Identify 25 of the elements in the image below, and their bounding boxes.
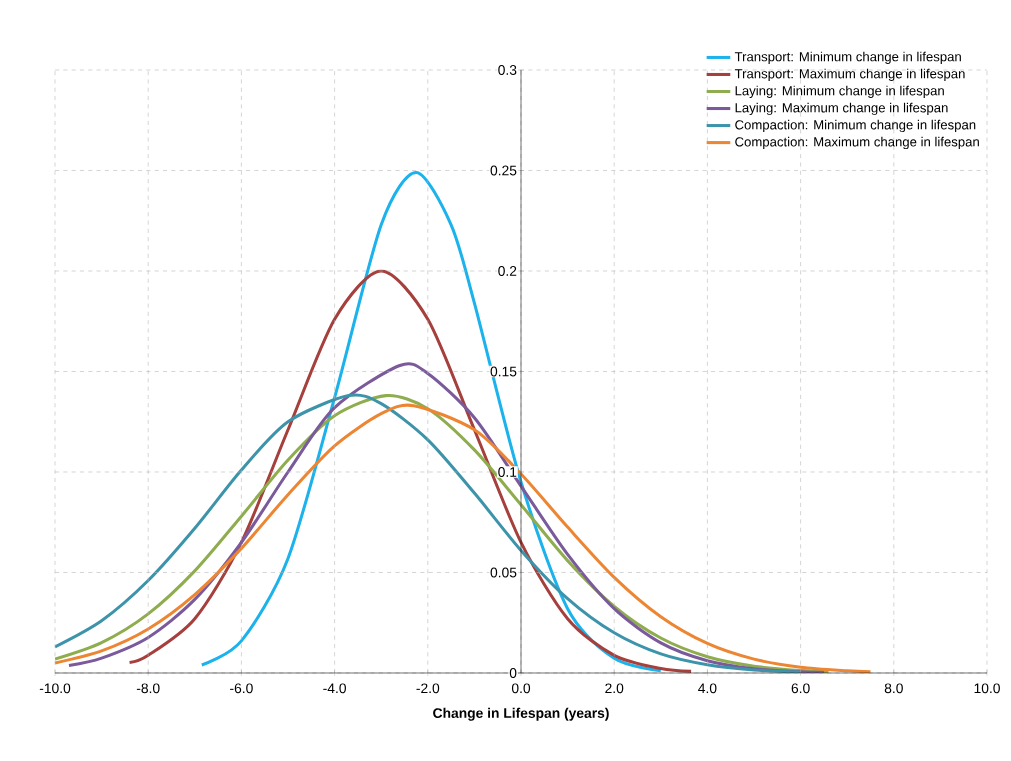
y-tick-label: 0.2 [498, 266, 517, 276]
x-tick-label: -10.0 [39, 683, 71, 694]
y-tick-label: 0 [509, 668, 517, 678]
y-tick-label: 0.05 [490, 567, 517, 578]
x-tick-label: 0.0 [511, 683, 531, 694]
legend-label: Transport: Minimum change in lifespan [734, 51, 961, 64]
y-tick-label: 0.25 [490, 165, 517, 176]
x-tick-label: 2.0 [605, 683, 624, 694]
x-tick-label: -8.0 [136, 683, 160, 694]
x-tick-label: -6.0 [230, 683, 253, 694]
legend-label: Transport: Maximum change in lifespan [734, 68, 965, 81]
x-tick-label: 8.0 [884, 683, 903, 694]
x-tick-label: 6.0 [791, 683, 810, 694]
x-tick-label: 4.0 [698, 683, 717, 694]
x-axis-title: Change in Lifespan (years) [433, 707, 609, 721]
y-tick-label: 0.15 [490, 366, 517, 377]
legend-label: Laying: Maximum change in lifespan [735, 102, 948, 116]
x-tick-label: -4.0 [323, 683, 346, 694]
legend-label: Laying: Minimum change in lifespan [735, 85, 944, 99]
y-tick-label: 0.3 [498, 65, 517, 75]
x-tick-label: -2.0 [416, 683, 440, 694]
x-tick-label: 10.0 [974, 683, 1000, 694]
legend-label: Compaction: Maximum change in lifespan [735, 136, 979, 150]
y-tick-label: 0.1 [498, 467, 517, 477]
legend-label: Compaction: Minimum change in lifespan [735, 119, 976, 133]
